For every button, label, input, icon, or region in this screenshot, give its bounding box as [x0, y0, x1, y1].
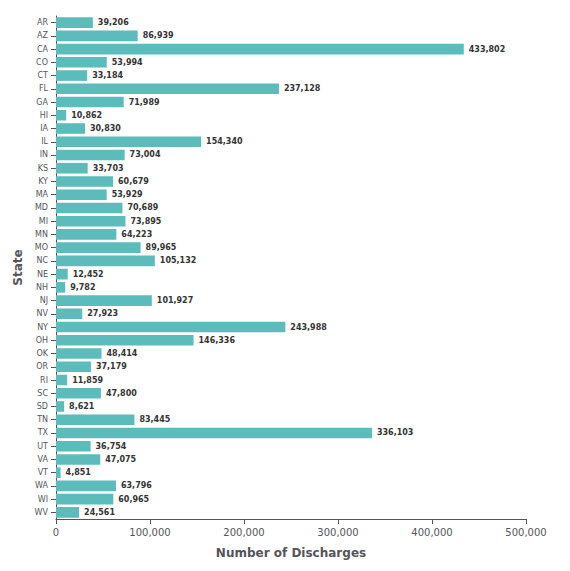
- svg-text:KS: KS: [38, 164, 48, 173]
- svg-text:WI: WI: [38, 495, 48, 504]
- svg-text:NH: NH: [36, 283, 48, 292]
- svg-text:47,075: 47,075: [105, 455, 136, 464]
- svg-text:36,754: 36,754: [96, 442, 127, 451]
- svg-text:TN: TN: [36, 415, 48, 424]
- svg-text:12,452: 12,452: [73, 270, 104, 279]
- svg-text:State: State: [11, 249, 25, 285]
- svg-text:30,830: 30,830: [90, 124, 121, 133]
- svg-text:101,927: 101,927: [157, 296, 193, 305]
- svg-text:OH: OH: [36, 336, 48, 345]
- svg-text:146,336: 146,336: [199, 336, 236, 345]
- svg-text:60,679: 60,679: [118, 177, 149, 186]
- svg-text:64,223: 64,223: [121, 230, 152, 239]
- svg-text:83,445: 83,445: [139, 415, 170, 424]
- svg-text:FL: FL: [39, 84, 49, 93]
- svg-text:TX: TX: [37, 428, 49, 437]
- svg-text:IA: IA: [40, 124, 48, 133]
- svg-text:100,000: 100,000: [129, 527, 170, 538]
- svg-text:105,132: 105,132: [160, 256, 196, 265]
- svg-text:4,851: 4,851: [66, 468, 92, 477]
- svg-text:IL: IL: [41, 137, 48, 146]
- svg-text:11,859: 11,859: [72, 376, 103, 385]
- svg-text:MI: MI: [39, 217, 48, 226]
- svg-text:243,988: 243,988: [290, 323, 327, 332]
- svg-text:73,004: 73,004: [130, 150, 161, 159]
- svg-text:37,179: 37,179: [96, 362, 127, 371]
- svg-text:NE: NE: [37, 270, 48, 279]
- svg-text:VT: VT: [38, 468, 48, 477]
- svg-text:IN: IN: [40, 150, 48, 159]
- svg-text:SD: SD: [37, 402, 48, 411]
- svg-text:RI: RI: [40, 376, 48, 385]
- svg-text:MD: MD: [35, 203, 48, 212]
- svg-text:154,340: 154,340: [206, 137, 243, 146]
- svg-text:500,000: 500,000: [505, 527, 546, 538]
- svg-text:AR: AR: [37, 18, 48, 27]
- svg-text:47,800: 47,800: [106, 389, 137, 398]
- svg-text:24,561: 24,561: [84, 508, 115, 517]
- svg-text:WV: WV: [35, 508, 49, 517]
- svg-text:433,802: 433,802: [469, 45, 505, 54]
- svg-text:MN: MN: [35, 230, 48, 239]
- svg-text:63,796: 63,796: [121, 481, 152, 490]
- svg-text:86,939: 86,939: [143, 31, 174, 40]
- svg-text:60,965: 60,965: [118, 495, 149, 504]
- svg-text:200,000: 200,000: [223, 527, 264, 538]
- svg-text:MO: MO: [35, 243, 48, 252]
- svg-text:33,703: 33,703: [93, 164, 124, 173]
- svg-text:39,206: 39,206: [98, 18, 129, 27]
- svg-text:HI: HI: [40, 111, 48, 120]
- svg-text:53,929: 53,929: [112, 190, 143, 199]
- svg-text:UT: UT: [37, 442, 48, 451]
- svg-text:89,965: 89,965: [146, 243, 177, 252]
- svg-text:48,414: 48,414: [107, 349, 138, 358]
- svg-text:NJ: NJ: [40, 296, 48, 305]
- svg-text:71,989: 71,989: [129, 98, 160, 107]
- svg-text:33,184: 33,184: [92, 71, 123, 80]
- svg-text:GA: GA: [36, 98, 48, 107]
- svg-text:NV: NV: [37, 309, 49, 318]
- svg-text:MA: MA: [36, 190, 49, 199]
- svg-text:OK: OK: [36, 349, 48, 358]
- svg-text:SC: SC: [37, 389, 48, 398]
- svg-text:KY: KY: [38, 177, 48, 186]
- svg-text:400,000: 400,000: [411, 527, 452, 538]
- svg-text:9,782: 9,782: [70, 283, 95, 292]
- svg-text:AZ: AZ: [37, 31, 48, 40]
- svg-text:Number of Discharges: Number of Discharges: [216, 546, 366, 560]
- svg-text:CO: CO: [36, 58, 48, 67]
- svg-text:336,103: 336,103: [377, 428, 413, 437]
- svg-text:300,000: 300,000: [317, 527, 358, 538]
- svg-text:CA: CA: [37, 45, 49, 54]
- svg-text:53,994: 53,994: [112, 58, 143, 67]
- svg-text:27,923: 27,923: [87, 309, 118, 318]
- svg-text:8,621: 8,621: [69, 402, 95, 411]
- svg-text:VA: VA: [38, 455, 49, 464]
- svg-text:OR: OR: [36, 362, 48, 371]
- svg-text:73,895: 73,895: [130, 217, 161, 226]
- svg-text:CT: CT: [38, 71, 49, 80]
- svg-text:10,862: 10,862: [71, 111, 102, 120]
- svg-text:237,128: 237,128: [284, 84, 321, 93]
- svg-text:NC: NC: [36, 256, 48, 265]
- svg-text:WA: WA: [35, 481, 48, 490]
- svg-text:0: 0: [53, 527, 59, 538]
- svg-text:NY: NY: [37, 323, 48, 332]
- svg-text:70,689: 70,689: [127, 203, 158, 212]
